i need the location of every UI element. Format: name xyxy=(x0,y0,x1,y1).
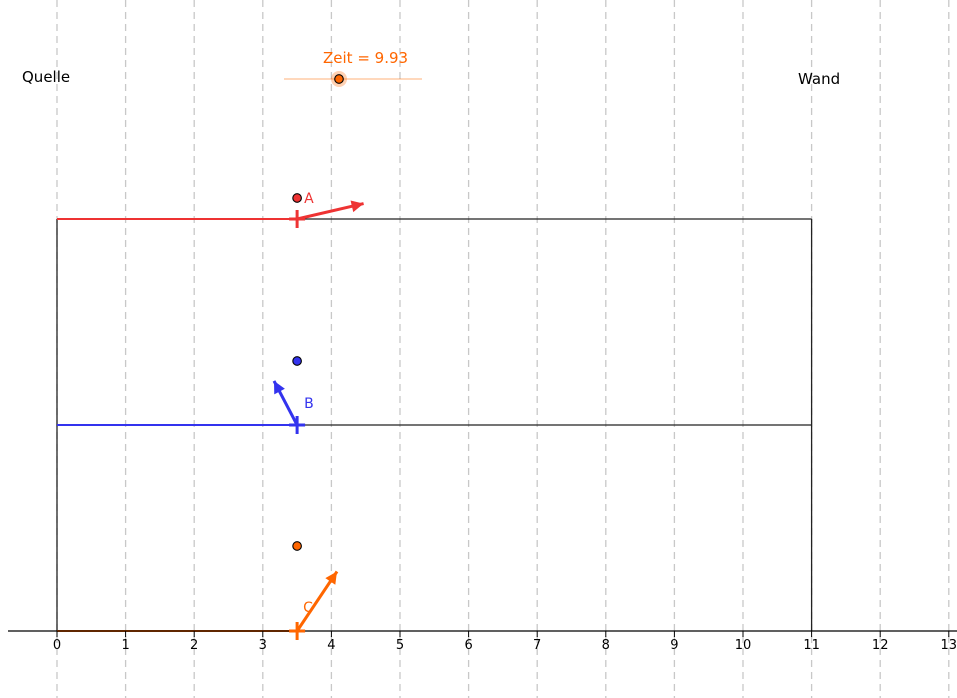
tick-label: 7 xyxy=(533,638,541,653)
tick-label: 12 xyxy=(872,638,889,653)
point-dot-C[interactable] xyxy=(292,541,302,551)
time-slider[interactable]: Zeit = 9.93 xyxy=(284,49,422,87)
x-axis-ticks: 0 1 2 3 4 5 6 7 8 9 10 11 12 13 xyxy=(53,631,957,653)
tick-label: 8 xyxy=(602,638,610,653)
tick-label: 11 xyxy=(803,638,820,653)
tick-label: 4 xyxy=(327,638,335,653)
point-dot-B[interactable] xyxy=(292,356,302,366)
point-label-B: B xyxy=(304,396,314,412)
source-label: Quelle xyxy=(22,68,70,86)
point-label-A: A xyxy=(304,191,314,207)
wave-points: A B C xyxy=(272,191,364,640)
slider-knob[interactable] xyxy=(334,74,344,84)
arrowhead-B xyxy=(274,380,285,395)
wall-label: Wand xyxy=(798,70,840,88)
tick-label: 13 xyxy=(941,638,957,653)
point-label-C: C xyxy=(303,600,313,616)
tick-label: 1 xyxy=(121,638,129,653)
tick-label: 3 xyxy=(259,638,267,653)
tick-label: 2 xyxy=(190,638,198,653)
tick-label: 5 xyxy=(396,638,404,653)
slider-label: Zeit = 9.93 xyxy=(323,49,408,67)
tick-label: 10 xyxy=(735,638,752,653)
wave-segments xyxy=(57,218,298,632)
tick-label: 6 xyxy=(464,638,472,653)
point-dot-A[interactable] xyxy=(292,193,302,203)
tick-label: 0 xyxy=(53,638,61,653)
arrowhead-C xyxy=(325,571,337,585)
grid-lines xyxy=(56,0,950,698)
tick-label: 9 xyxy=(670,638,678,653)
arrowhead-A xyxy=(350,200,364,213)
